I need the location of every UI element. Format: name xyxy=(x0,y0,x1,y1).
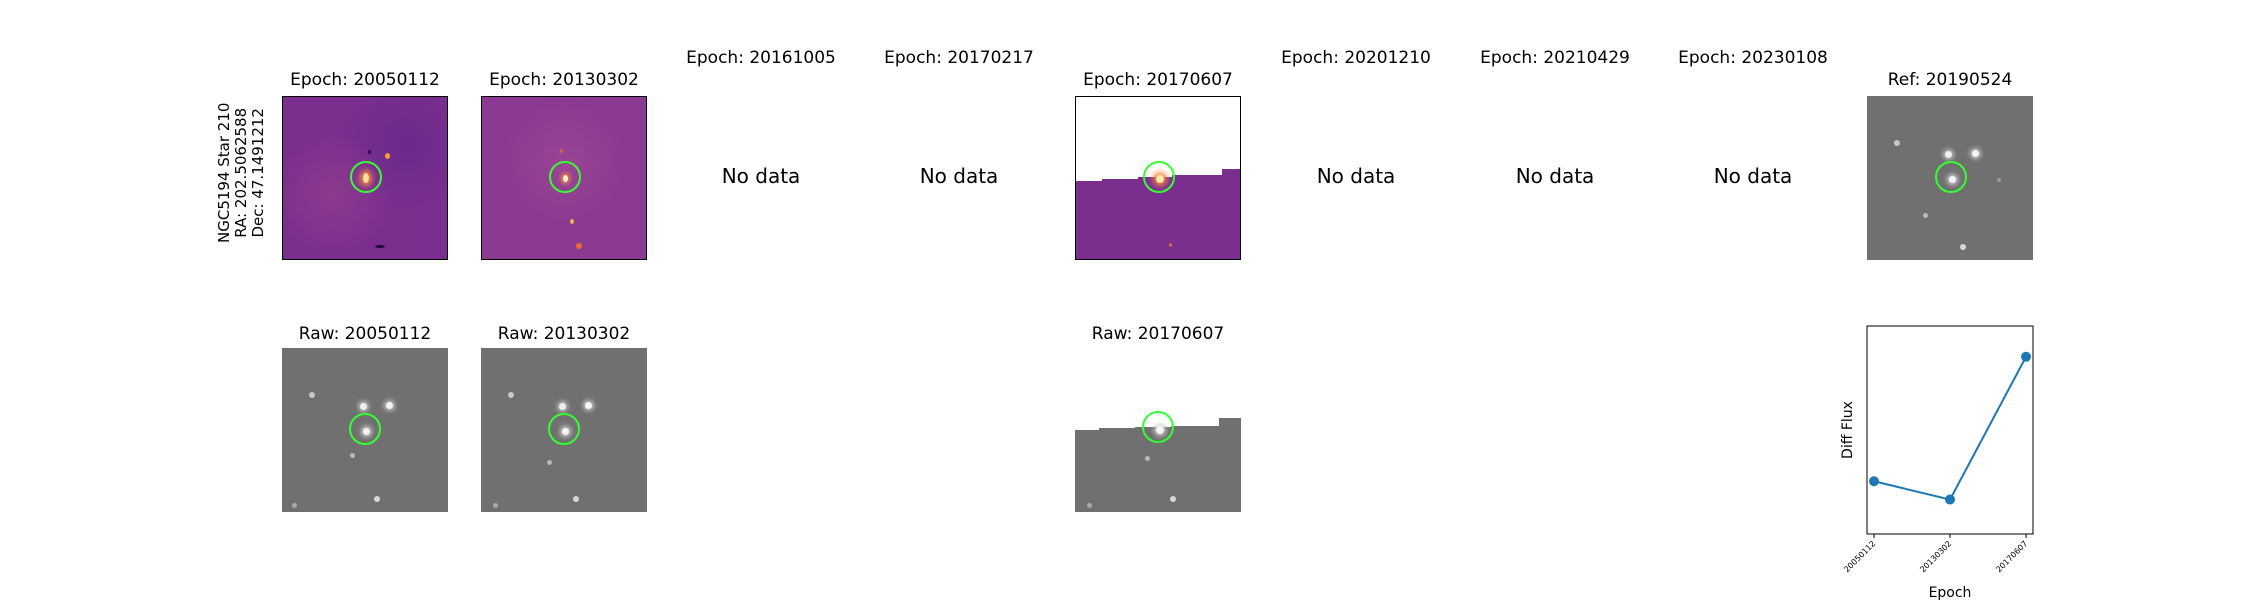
star-blob xyxy=(309,392,315,398)
star-blob xyxy=(508,392,514,398)
star-blob xyxy=(576,243,582,249)
star-blob xyxy=(385,153,390,159)
star-blob xyxy=(547,460,552,465)
star-blob xyxy=(368,150,371,154)
epoch-title-5: Epoch: 20170607 xyxy=(1083,70,1233,90)
raw-title-1: Raw: 20050112 xyxy=(298,324,432,344)
star-blob xyxy=(1087,503,1092,508)
star-blob xyxy=(1945,151,1952,158)
epoch-title-6: Epoch: 20201210 xyxy=(1281,48,1431,68)
x-tick-label: 20130302 xyxy=(1918,539,1953,574)
star-blob xyxy=(560,149,563,153)
diff-image-20050112 xyxy=(282,96,448,260)
data-point xyxy=(2021,351,2031,362)
no-data-label: No data xyxy=(721,164,801,188)
target-marker xyxy=(1142,411,1174,443)
x-tick-label: 20050112 xyxy=(1842,539,1877,574)
star-blob xyxy=(493,503,498,508)
diff-flux-chart: 20050112 20130302 20170607 Diff Flux Epoch xyxy=(1840,325,2034,600)
star-blob xyxy=(386,402,393,409)
data-point xyxy=(1945,494,1955,505)
star-blob xyxy=(573,496,579,502)
star-blob xyxy=(1169,243,1172,247)
target-name: NGC5194 Star 210 xyxy=(215,102,233,243)
target-marker xyxy=(350,161,382,193)
epoch-title-8: Epoch: 20230108 xyxy=(1678,48,1828,68)
epoch-title-2: Epoch: 20130302 xyxy=(489,70,639,90)
target-marker xyxy=(1935,161,1967,193)
raw-title-3: Raw: 20170607 xyxy=(1091,324,1225,344)
raw-image-20170607 xyxy=(1075,348,1241,512)
star-blob xyxy=(570,219,574,224)
target-ra: RA: 202.5062588 xyxy=(232,107,250,238)
diff-image-20130302 xyxy=(481,96,647,260)
star-blob xyxy=(374,496,380,502)
star-blob xyxy=(1145,456,1150,461)
star-blob xyxy=(559,403,566,410)
x-tick-label: 20170607 xyxy=(1994,539,2029,574)
star-blob xyxy=(1170,496,1176,502)
raw-title-2: Raw: 20130302 xyxy=(497,324,631,344)
diff-data-region xyxy=(1076,169,1240,259)
diff-image-20170607 xyxy=(1075,96,1241,260)
star-blob xyxy=(1997,178,2001,182)
no-data-label: No data xyxy=(1713,164,1793,188)
star-blob xyxy=(292,503,297,508)
target-marker xyxy=(1143,161,1175,193)
epoch-title-4: Epoch: 20170217 xyxy=(884,48,1034,68)
target-marker xyxy=(549,161,581,193)
epoch-title-1: Epoch: 20050112 xyxy=(290,70,440,90)
star-blob xyxy=(360,403,367,410)
raw-data-region xyxy=(1075,418,1241,512)
epoch-title-3: Epoch: 20161005 xyxy=(686,48,836,68)
no-data-label: No data xyxy=(919,164,999,188)
ref-title: Ref: 20190524 xyxy=(1887,70,2013,90)
epoch-title-7: Epoch: 20210429 xyxy=(1480,48,1630,68)
star-blob xyxy=(375,245,385,248)
raw-image-20050112 xyxy=(282,348,448,512)
data-point xyxy=(1869,476,1879,487)
no-data-label: No data xyxy=(1515,164,1595,188)
target-marker xyxy=(548,413,580,445)
x-axis-label: Epoch xyxy=(1929,585,1972,600)
no-data-label: No data xyxy=(1316,164,1396,188)
target-marker xyxy=(349,413,381,445)
star-blob xyxy=(1923,213,1928,218)
star-blob xyxy=(350,453,355,458)
ref-image xyxy=(1867,96,2033,260)
star-blob xyxy=(585,402,592,409)
star-blob xyxy=(1960,244,1966,250)
star-blob xyxy=(1894,140,1900,146)
star-blob xyxy=(1972,150,1979,157)
raw-image-20130302 xyxy=(481,348,647,512)
target-dec: Dec: 47.1491212 xyxy=(249,108,267,238)
y-axis-label: Diff Flux xyxy=(1840,401,1856,459)
